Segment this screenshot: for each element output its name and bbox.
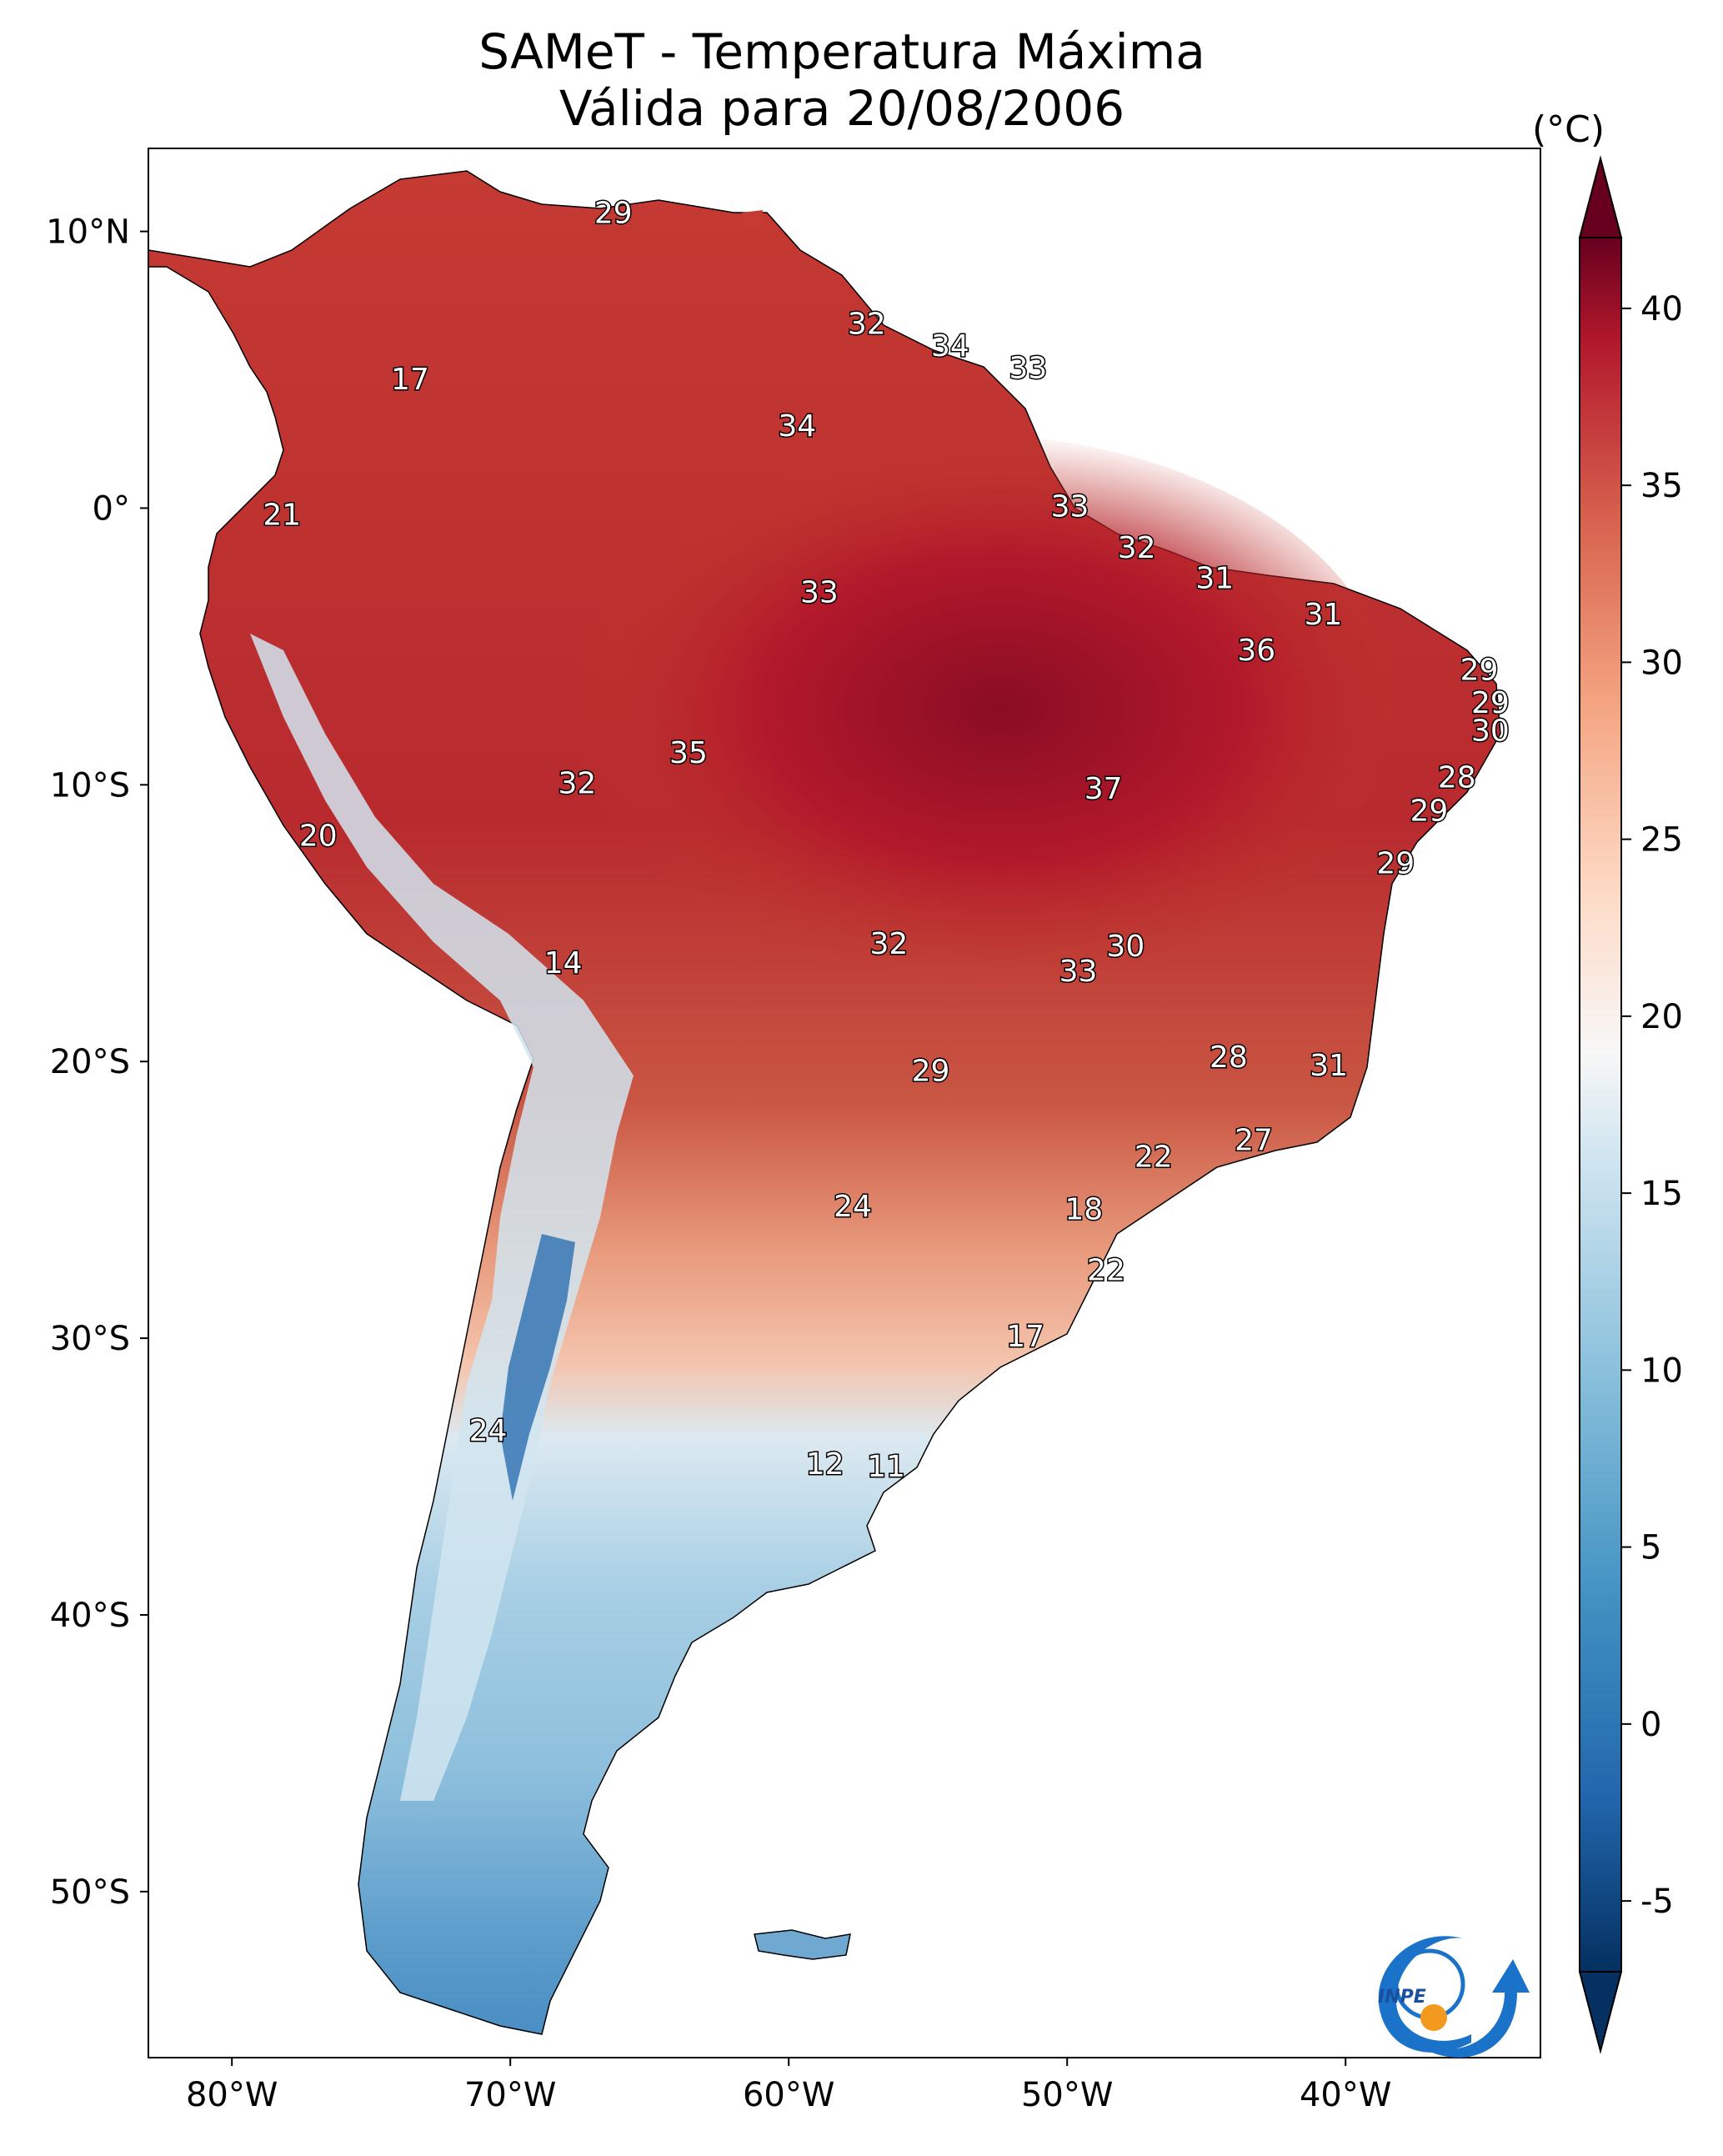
colorbar-tick-label: 10 [1640,1351,1683,1390]
temperature-label: 29 [1460,653,1499,687]
colorbar-tick-label: 25 [1640,821,1683,860]
lat-tick-label: 20°S [50,1043,130,1081]
temperature-label: 29 [912,1054,950,1088]
lat-tick-label: 40°S [50,1597,130,1635]
temperature-label: 29 [1471,686,1510,720]
temperature-label: 32 [848,307,886,341]
colorbar-tick-label: 5 [1640,1529,1661,1567]
colorbar-unit: (°C) [1532,108,1605,151]
temperature-label: 29 [1410,795,1448,829]
colorbar-bottom-arrow [1578,1971,1623,2054]
lat-tick-label: 0° [93,489,130,528]
latitude-axis: 10°N 0° 10°S 20°S 30°S 40°S 50°S [46,213,148,1912]
colorbar: 40 35 30 25 20 15 10 5 0 -5 [1578,155,1683,2054]
temperature-label: 33 [800,575,839,609]
temperature-label: 18 [1064,1192,1103,1226]
lat-tick-label: 10°S [50,766,130,805]
temperature-label: 32 [558,766,596,800]
colorbar-tick-label: 0 [1640,1706,1661,1744]
colorbar-tick-label: 40 [1640,290,1683,328]
lon-tick-label: 40°W [1300,2076,1391,2114]
temperature-label: 32 [870,927,909,961]
temperature-label: 31 [1310,1049,1348,1083]
temperature-label: 37 [1084,772,1123,806]
temperature-label: 20 [299,819,338,853]
temperature-label: 34 [931,329,969,364]
lat-tick-label: 30°S [50,1320,130,1358]
colorbar-tick-label: 15 [1640,1175,1683,1213]
andes-cool-zone [250,634,634,1801]
title-line-2: Válida para 20/08/2006 [558,80,1125,137]
inpe-logo-sun [1420,2004,1447,2031]
temperature-label: 29 [594,197,633,231]
heat-core [525,434,1392,984]
andes-cold-core [500,1234,575,1501]
temperature-label: 29 [1376,847,1415,881]
lat-tick-label: 10°N [46,213,130,252]
temperature-label: 14 [544,946,583,980]
temperature-label: 22 [1134,1140,1173,1174]
inpe-logo: INPE [1378,1936,1530,2058]
lon-tick-label: 70°W [464,2076,556,2114]
temperature-label: 33 [1059,955,1098,989]
temperature-label: 27 [1235,1123,1273,1157]
temperature-label: 11 [867,1450,905,1484]
title-line-1: SAMeT - Temperatura Máxima [478,23,1205,80]
temperature-label: 35 [669,736,708,770]
temperature-label: 30 [1106,930,1144,964]
temperature-label: 17 [1006,1320,1044,1354]
colorbar-tick-label: 20 [1640,998,1683,1036]
temperature-label: 21 [263,498,301,532]
colorbar-tick-label: 30 [1640,644,1683,682]
lat-tick-label: 50°S [50,1873,130,1912]
trinidad [742,210,763,227]
lon-tick-label: 50°W [1021,2076,1113,2114]
continent-layer [148,170,1501,2035]
falkland-islands [754,1929,851,1960]
lon-tick-label: 80°W [186,2076,278,2114]
temperature-label: 34 [778,409,816,444]
lon-tick-label: 60°W [743,2076,834,2114]
inpe-logo-text: INPE [1378,1987,1426,2008]
temperature-label: 36 [1237,634,1275,668]
temperature-label: 30 [1471,714,1510,748]
temperature-label: 24 [834,1190,872,1224]
temperature-label: 12 [806,1447,844,1482]
temperature-label: 32 [1118,531,1156,565]
colorbar-body [1579,237,1622,1973]
colorbar-top-arrow [1578,155,1623,238]
temperature-label: 33 [1009,352,1048,386]
colorbar-tick-label: 35 [1640,467,1683,505]
temperature-label: 28 [1210,1040,1248,1075]
temperature-label: 33 [1051,489,1089,524]
map-title: SAMeT - Temperatura Máxima Válida para 2… [150,23,1534,137]
colorbar-ticks: 40 35 30 25 20 15 10 5 0 -5 [1621,290,1683,1921]
colorbar-tick-label: -5 [1640,1883,1674,1921]
longitude-axis: 80°W 70°W 60°W 50°W 40°W [186,2058,1391,2114]
temperature-label: 24 [469,1414,508,1448]
temperature-label: 22 [1087,1253,1125,1287]
temperature-label: 31 [1195,562,1234,596]
temperature-label: 31 [1305,598,1343,632]
temperature-label: 17 [391,363,429,397]
temperature-label: 28 [1438,761,1476,795]
